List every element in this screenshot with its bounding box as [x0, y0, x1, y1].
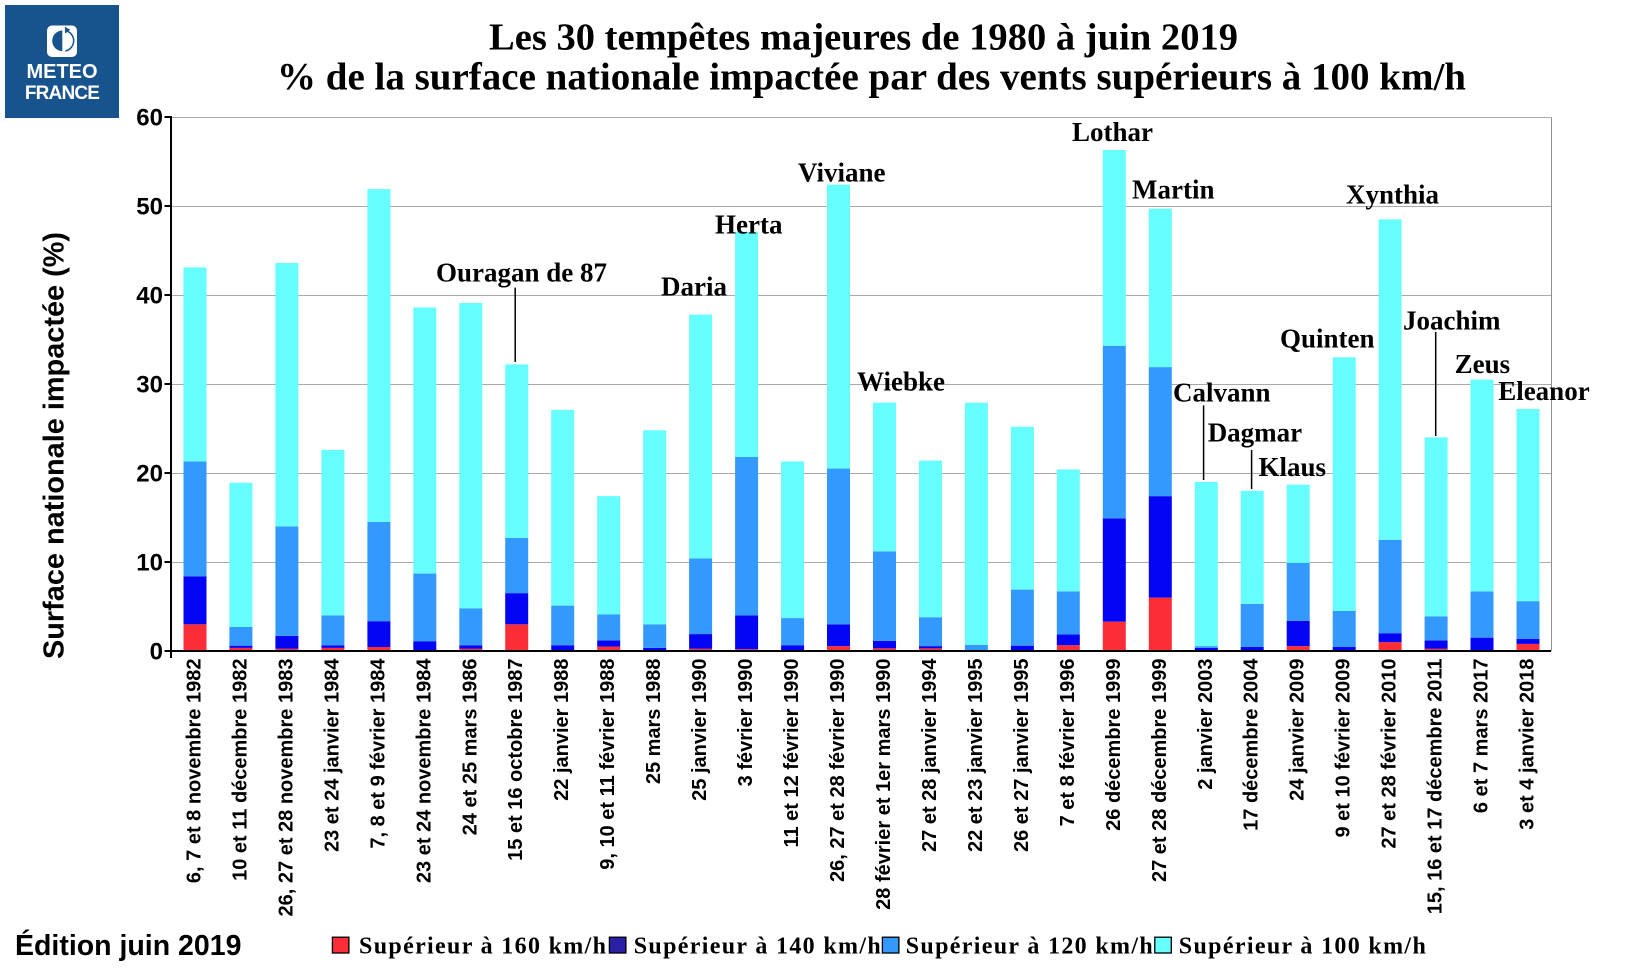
svg-text:9, 10 et 11 février 1988: 9, 10 et 11 février 1988 [597, 659, 619, 870]
svg-text:20: 20 [136, 461, 163, 488]
svg-text:7, 8 et 9 février 1984: 7, 8 et 9 février 1984 [367, 658, 389, 849]
svg-text:26, 27 et 28 février 1990: 26, 27 et 28 février 1990 [827, 659, 849, 883]
svg-text:Calvann: Calvann [1173, 378, 1271, 408]
svg-text:0: 0 [150, 639, 163, 666]
svg-text:10 et 11 décembre 1982: 10 et 11 décembre 1982 [229, 659, 251, 881]
svg-text:Dagmar: Dagmar [1208, 418, 1302, 448]
svg-text:24 janvier 2009: 24 janvier 2009 [1287, 659, 1309, 801]
svg-text:2 janvier 2003: 2 janvier 2003 [1195, 659, 1217, 790]
svg-text:Supérieur à 160 km/h: Supérieur à 160 km/h [359, 934, 606, 960]
svg-text:Xynthia: Xynthia [1346, 180, 1440, 210]
svg-text:40: 40 [136, 283, 163, 310]
svg-text:27 et 28 janvier 1994: 27 et 28 janvier 1994 [919, 658, 941, 852]
svg-text:27 et 28 février 2010: 27 et 28 février 2010 [1379, 659, 1401, 849]
svg-text:24 et 25 mars 1986: 24 et 25 mars 1986 [459, 659, 481, 836]
svg-text:50: 50 [136, 194, 163, 221]
svg-text:Édition juin 2019: Édition juin 2019 [15, 930, 241, 962]
svg-text:22 et 23 janvier 1995: 22 et 23 janvier 1995 [965, 659, 987, 852]
svg-text:15, 16 et 17 décembre 2011: 15, 16 et 17 décembre 2011 [1425, 659, 1447, 915]
svg-text:30: 30 [136, 372, 163, 399]
svg-text:Supérieur à 140 km/h: Supérieur à 140 km/h [634, 934, 881, 960]
svg-text:26 décembre 1999: 26 décembre 1999 [1103, 659, 1125, 831]
svg-text:6 et 7 mars 2017: 6 et 7 mars 2017 [1471, 659, 1493, 814]
svg-text:Wiebke: Wiebke [857, 366, 945, 396]
svg-text:Klaus: Klaus [1259, 452, 1327, 482]
svg-text:27 et 28 décembre 1999: 27 et 28 décembre 1999 [1149, 659, 1171, 883]
svg-text:Quinten: Quinten [1280, 323, 1375, 353]
svg-text:Martin: Martin [1132, 175, 1214, 205]
svg-text:Supérieur à 100 km/h: Supérieur à 100 km/h [1179, 934, 1426, 960]
svg-text:9 et 10 février 2009: 9 et 10 février 2009 [1333, 659, 1355, 838]
svg-text:23 et 24 novembre 1984: 23 et 24 novembre 1984 [413, 658, 435, 883]
svg-text:Les 30 tempêtes majeures de 19: Les 30 tempêtes majeures de 1980 à juin … [489, 17, 1238, 59]
svg-text:17 décembre 2004: 17 décembre 2004 [1241, 658, 1263, 831]
svg-text:Herta: Herta [715, 209, 783, 239]
svg-text:6, 7 et 8 novembre 1982: 6, 7 et 8 novembre 1982 [184, 659, 206, 884]
svg-text:Daria: Daria [661, 272, 727, 302]
svg-text:25 mars 1988: 25 mars 1988 [643, 659, 665, 785]
svg-text:METEO: METEO [26, 61, 97, 83]
svg-text:3 et 4 janvier 2018: 3 et 4 janvier 2018 [1517, 659, 1539, 830]
svg-text:26 et 27 janvier 1995: 26 et 27 janvier 1995 [1011, 659, 1033, 852]
svg-text:26, 27 et 28 novembre 1983: 26, 27 et 28 novembre 1983 [275, 659, 297, 917]
svg-text:11 et 12 février 1990: 11 et 12 février 1990 [781, 659, 803, 848]
svg-text:28 février et 1er mars 1990: 28 février et 1er mars 1990 [873, 659, 895, 910]
svg-text:22 janvier 1988: 22 janvier 1988 [551, 659, 573, 801]
svg-text:Supérieur à 120 km/h: Supérieur à 120 km/h [906, 934, 1153, 960]
svg-text:23 et 24 janvier 1984: 23 et 24 janvier 1984 [321, 658, 343, 852]
svg-text:Lothar: Lothar [1072, 117, 1153, 147]
svg-text:25 janvier 1990: 25 janvier 1990 [689, 659, 711, 801]
svg-text:10: 10 [136, 550, 163, 577]
svg-text:Zeus: Zeus [1455, 349, 1511, 379]
svg-text:Eleanor: Eleanor [1498, 376, 1590, 406]
svg-text:Ouragan de 87: Ouragan de 87 [436, 258, 607, 288]
svg-text:Joachim: Joachim [1403, 305, 1501, 335]
svg-text:FRANCE: FRANCE [25, 83, 99, 104]
svg-text:Surface nationale impactée (%): Surface nationale impactée (%) [39, 232, 71, 659]
svg-text:3 février 1990: 3 février 1990 [735, 659, 757, 787]
svg-text:% de la surface nationale impa: % de la surface nationale impactée par d… [277, 56, 1466, 99]
svg-text:Viviane: Viviane [798, 158, 886, 188]
svg-text:15 et 16 octobre 1987: 15 et 16 octobre 1987 [505, 659, 527, 861]
svg-text:7 et 8 février 1996: 7 et 8 février 1996 [1057, 659, 1079, 827]
svg-text:60: 60 [136, 105, 163, 132]
